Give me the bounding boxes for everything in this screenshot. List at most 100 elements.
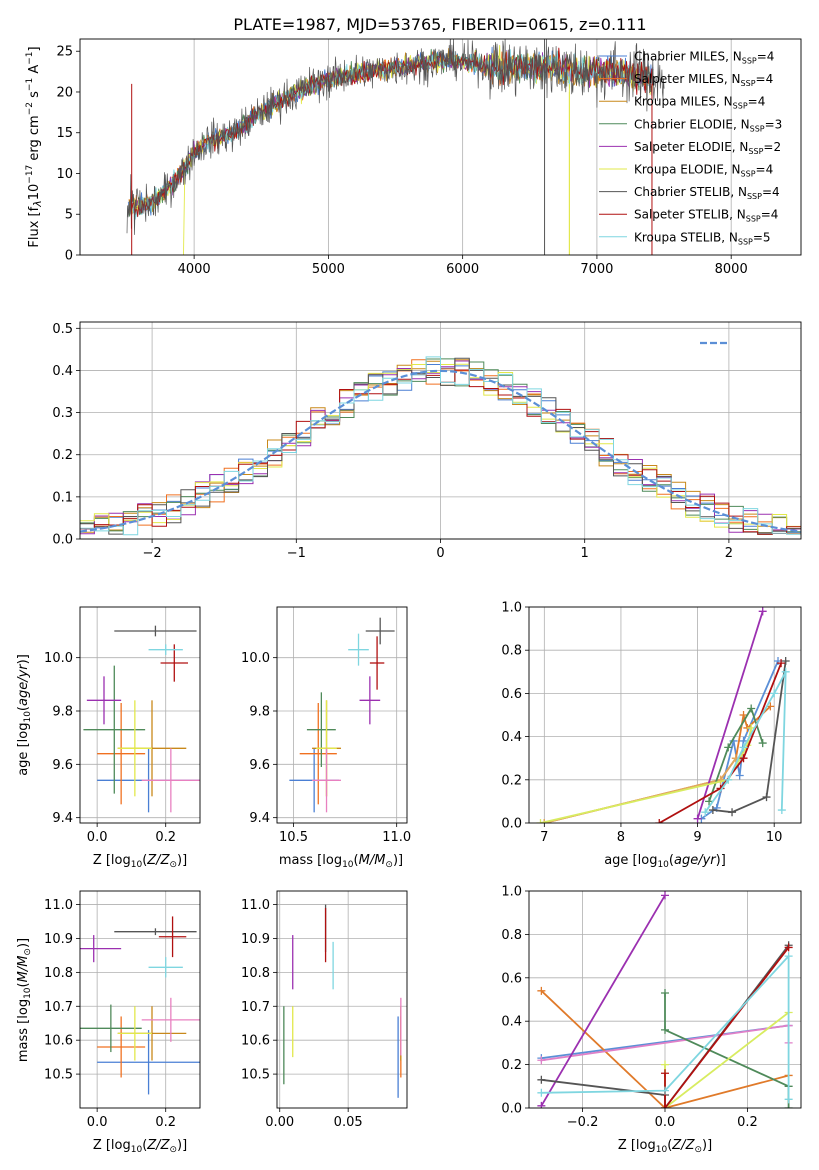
z-mass-ytick-label: 10.9 — [44, 932, 73, 947]
z-mass-ylabel: mass [log10(M/M⊙)] — [16, 938, 33, 1062]
legend-label-5: Kroupa ELODIE, NSSP=4 — [634, 163, 773, 179]
weight-age-xtick-label: 8 — [617, 830, 625, 845]
legend-label-7: Salpeter STELIB, NSSP=4 — [634, 208, 778, 224]
mass-age-ytick-label: 10.0 — [241, 651, 270, 666]
z-mass-frame — [79, 890, 201, 1109]
legend-label-8: Kroupa STELIB, NSSP=5 — [634, 230, 771, 246]
residuals-xtick-label: 0 — [436, 546, 444, 561]
residuals-xtick-label: −1 — [287, 546, 306, 561]
text-layer: PLATE=1987, MJD=53765, FIBERID=0615, z=0… — [16, 15, 782, 1155]
weight-z-marker-8 — [661, 1086, 669, 1095]
legend-label-2: Kroupa MILES, NSSP=4 — [634, 95, 765, 111]
z-age-xtick-label: 0.2 — [155, 830, 176, 845]
legend-label-1: Salpeter MILES, NSSP=4 — [634, 72, 773, 88]
weight-age-marker-0 — [735, 771, 744, 780]
spectrum-ytick-label: 25 — [56, 45, 73, 60]
weight-z-frame — [528, 890, 802, 1109]
ebv-mass-ytick-label: 10.5 — [241, 1068, 270, 1083]
weight-z-ytick-label: 0.8 — [501, 928, 522, 943]
residuals-xtick-label: −2 — [143, 546, 162, 561]
weight-z-marker-8 — [537, 1088, 546, 1097]
weight-z-marker-8 — [784, 1095, 793, 1104]
weight-z-xtick-label: 0.0 — [655, 1115, 676, 1130]
weight-age-marker-8 — [781, 667, 790, 676]
weight-z-marker-5 — [661, 1060, 669, 1069]
mass-age-xtick-label: 11.0 — [382, 830, 411, 845]
spectrum-frame — [79, 38, 802, 256]
z-age-ytick-label: 10.0 — [44, 651, 73, 666]
spectrum-xtick-label: 7000 — [580, 262, 613, 277]
residuals-ytick-label: 0.5 — [52, 322, 73, 337]
z-age-ytick-label: 9.6 — [52, 758, 73, 773]
weight-z-marker-6 — [537, 1075, 546, 1084]
weight-z-series-1 — [540, 990, 789, 1108]
z-age-ylabel: age [log10(age/yr)] — [16, 654, 33, 776]
z-mass-ytick-label: 10.5 — [44, 1068, 73, 1083]
legend-label-6: Chabrier STELIB, NSSP=4 — [634, 185, 780, 201]
weight-z-ytick-label: 0.0 — [501, 1102, 522, 1117]
weight-age-marker-7 — [655, 819, 664, 823]
spectrum-xtick-label: 4000 — [178, 262, 211, 277]
mass-age-ytick-label: 9.6 — [249, 758, 270, 773]
weight-age-frame — [528, 606, 802, 824]
ebv-mass-frame — [276, 890, 408, 1109]
ebv-mass-ytick-label: 10.6 — [241, 1034, 270, 1049]
residuals-ytick-label: 0.2 — [52, 448, 73, 463]
spectrum-ytick-label: 20 — [56, 85, 73, 100]
weight-age-xtick-label: 9 — [693, 830, 701, 845]
weight-age-series-6 — [712, 660, 787, 814]
z-age-ytick-label: 9.8 — [52, 705, 73, 720]
z-mass-xlabel: Z [log10(Z/Z⊙)] — [93, 1138, 187, 1155]
z-mass-ytick-label: 11.0 — [44, 898, 73, 913]
weight-z-xtick-label: −0.2 — [567, 1115, 599, 1130]
residuals-xtick-label: 1 — [581, 546, 589, 561]
weight-z-marker-1 — [537, 986, 546, 995]
ebv-mass-ytick-label: 10.7 — [241, 1000, 270, 1015]
residuals-ytick-label: 0.0 — [52, 533, 73, 548]
residuals-xtick-label: 2 — [725, 546, 733, 561]
weight-z-marker-3 — [784, 1104, 793, 1108]
weight-age-marker-4 — [758, 607, 767, 616]
ebv-mass-xtick-label: 0.00 — [265, 1115, 294, 1130]
frame-layer — [76, 38, 802, 1112]
weight-age-marker-5 — [536, 819, 545, 823]
spectrum-xtick-label: 8000 — [715, 262, 748, 277]
weight-age-marker-3 — [747, 704, 756, 713]
weight-z-marker-3 — [661, 1025, 669, 1034]
weight-age-marker-3 — [758, 739, 767, 748]
weight-z-plot-area — [537, 891, 793, 1108]
spectrum-ytick-label: 5 — [65, 208, 73, 223]
weight-age-marker-1 — [739, 711, 748, 719]
weight-age-xtick-label: 10 — [766, 830, 783, 845]
spectrum-ytick-label: 10 — [56, 167, 73, 182]
z-age-ytick-label: 9.4 — [52, 811, 73, 826]
weight-z-xlabel: Z [log10(Z/Z⊙)] — [618, 1138, 712, 1155]
spectrum-plot-area — [126, 39, 665, 255]
z-mass-xtick-label: 0.0 — [87, 1115, 108, 1130]
weight-age-marker-3 — [705, 797, 714, 806]
ebv-mass-ytick-label: 10.9 — [241, 932, 270, 947]
mass-age-xlabel: mass [log10(M/M⊙)] — [279, 853, 403, 870]
residuals-ytick-label: 0.4 — [52, 364, 73, 379]
z-age-xtick-label: 0.0 — [87, 830, 108, 845]
legend-label-4: Salpeter ELODIE, NSSP=2 — [634, 140, 781, 156]
spectrum-ytick-label: 15 — [56, 126, 73, 141]
weight-age-marker-8 — [739, 743, 748, 752]
z-age-xlabel: Z [log10(Z/Z⊙)] — [93, 853, 187, 870]
spectrum-series-5 — [130, 44, 654, 255]
residuals-ytick-label: 0.3 — [52, 406, 73, 421]
weight-age-marker-6 — [708, 806, 717, 815]
mass-age-plot-area — [289, 617, 395, 813]
weight-age-ytick-label: 0.2 — [501, 773, 522, 788]
weight-age-marker-8 — [770, 689, 779, 698]
weight-z-marker-4 — [537, 1101, 546, 1108]
weight-z-xtick-label: 0.2 — [737, 1115, 758, 1130]
weight-z-ytick-label: 0.2 — [501, 1058, 522, 1073]
weight-age-marker-6 — [762, 793, 771, 802]
weight-age-xtick-label: 7 — [540, 830, 548, 845]
weight-age-ytick-label: 1.0 — [501, 601, 522, 616]
weight-z-ytick-label: 0.6 — [501, 971, 522, 986]
ebv-mass-xtick-label: 0.05 — [334, 1115, 363, 1130]
weight-z-ytick-label: 1.0 — [501, 885, 522, 900]
